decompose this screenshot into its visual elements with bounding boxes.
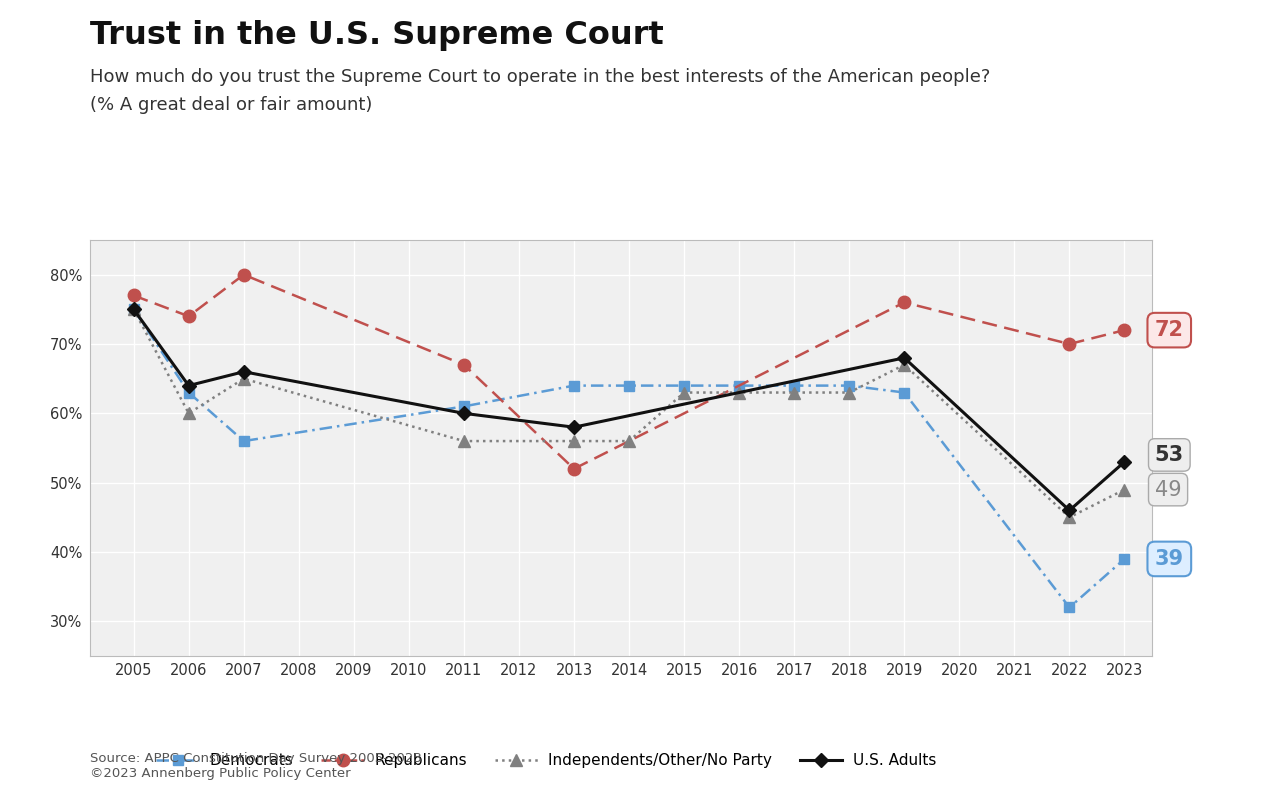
Text: (% A great deal or fair amount): (% A great deal or fair amount) [90,96,372,114]
Legend: Democrats, Republicans, Independents/Other/No Party, U.S. Adults: Democrats, Republicans, Independents/Oth… [150,747,942,774]
Text: 39: 39 [1155,549,1184,569]
Text: Trust in the U.S. Supreme Court: Trust in the U.S. Supreme Court [90,20,663,51]
Text: 53: 53 [1155,445,1184,465]
Text: 72: 72 [1155,320,1184,340]
Text: 49: 49 [1155,480,1181,499]
Text: Source: APPC Constitution Day Survey 2005-2023
©2023 Annenberg Public Policy Cen: Source: APPC Constitution Day Survey 200… [90,752,421,780]
Text: How much do you trust the Supreme Court to operate in the best interests of the : How much do you trust the Supreme Court … [90,68,989,86]
